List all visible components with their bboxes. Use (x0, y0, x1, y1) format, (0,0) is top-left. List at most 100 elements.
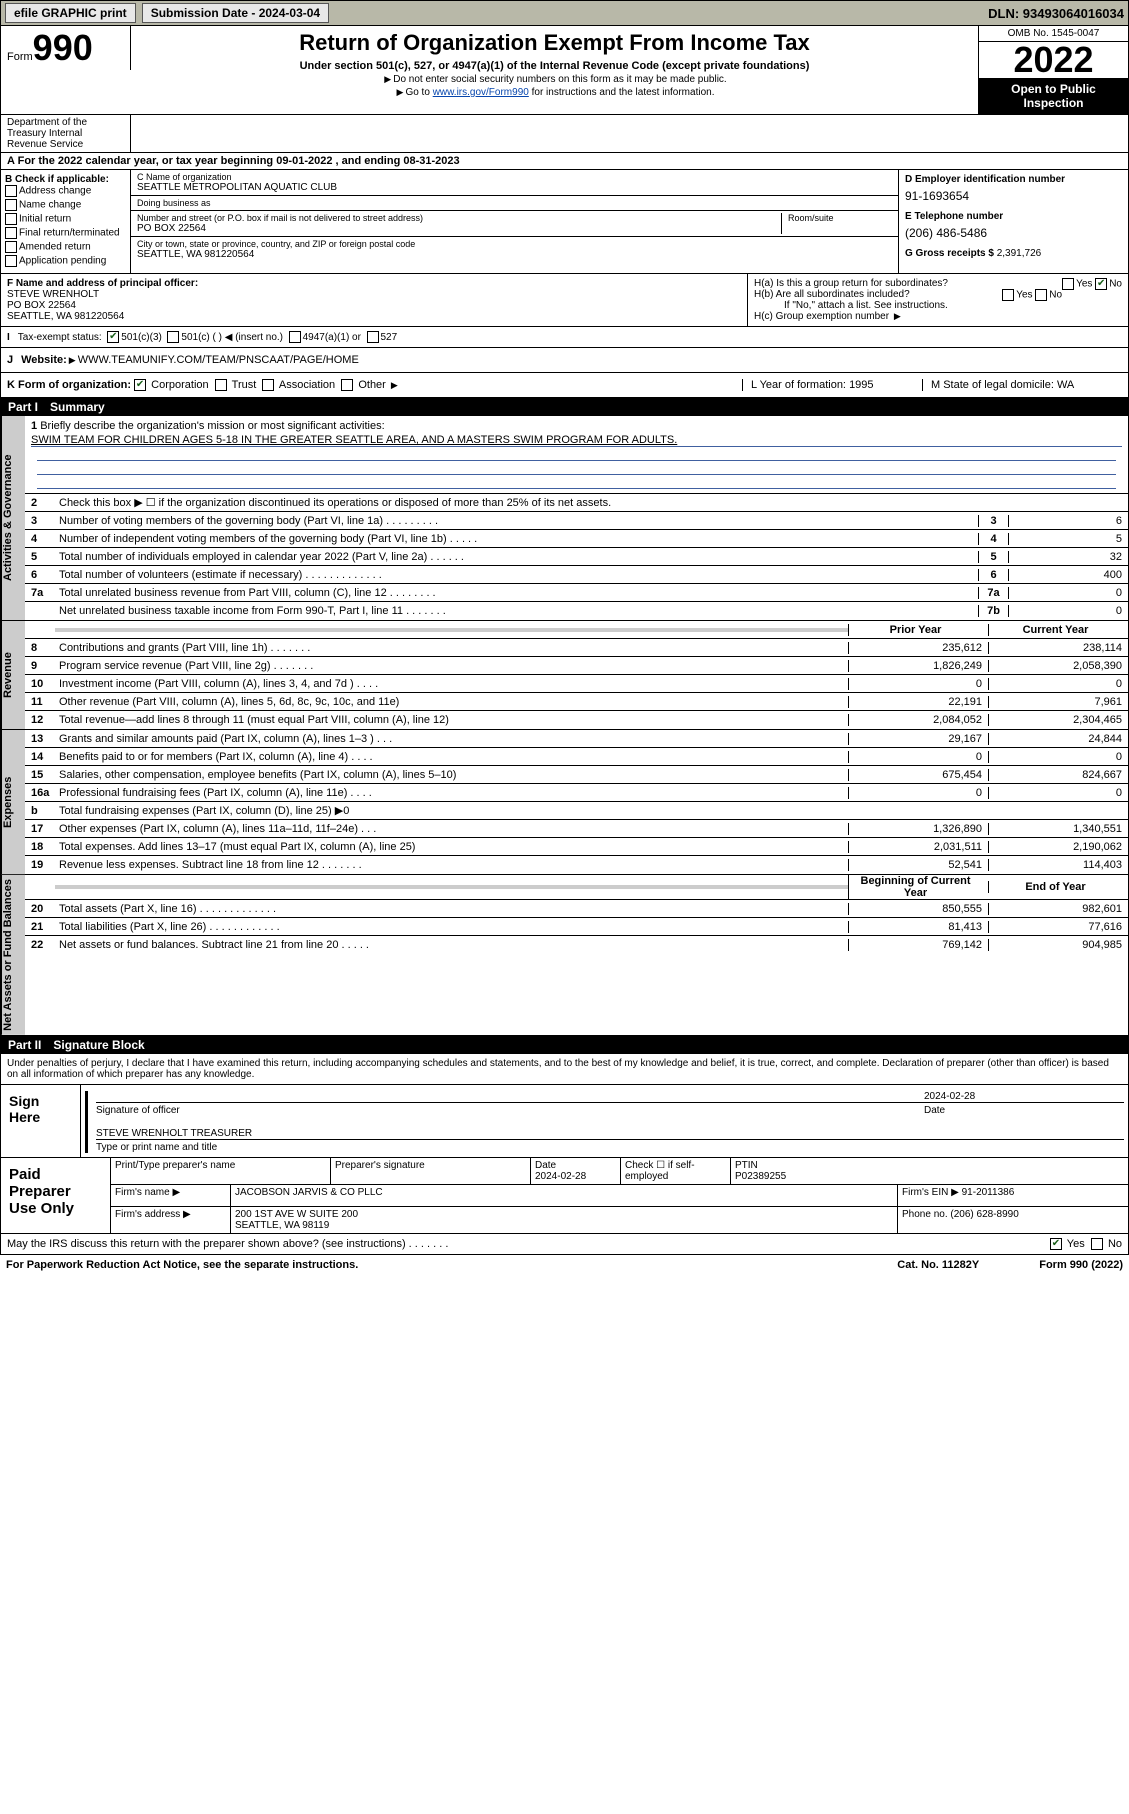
prep-check-self[interactable]: Check ☐ if self-employed (621, 1158, 731, 1184)
table-row: 8Contributions and grants (Part VIII, li… (25, 639, 1128, 657)
preparer-section: Paid Preparer Use Only Print/Type prepar… (0, 1158, 1129, 1234)
form-subtitle: Under section 501(c), 527, or 4947(a)(1)… (141, 60, 968, 72)
chk-association[interactable] (262, 379, 274, 391)
firm-addr-label: Firm's address ▶ (111, 1207, 231, 1233)
tax-year: 2022 (979, 42, 1128, 78)
firm-name: JACOBSON JARVIS & CO PLLC (231, 1185, 898, 1206)
chk-501c3[interactable] (107, 331, 119, 343)
table-row: 17Other expenses (Part IX, column (A), l… (25, 820, 1128, 838)
table-row: 12Total revenue—add lines 8 through 11 (… (25, 711, 1128, 729)
firm-addr2: SEATTLE, WA 98119 (235, 1220, 893, 1231)
efile-button[interactable]: efile GRAPHIC print (5, 3, 136, 23)
expenses-side-label: Expenses (1, 730, 25, 874)
netassets-section: Net Assets or Fund Balances Beginning of… (0, 875, 1129, 1036)
hdr-end-year: End of Year (988, 881, 1128, 893)
org-name: SEATTLE METROPOLITAN AQUATIC CLUB (137, 182, 892, 193)
sig-officer-label: Signature of officer (96, 1105, 924, 1116)
dept-row: Department of the Treasury Internal Reve… (0, 115, 1129, 153)
chk-527[interactable] (367, 331, 379, 343)
hdr-prior-year: Prior Year (848, 624, 988, 636)
sign-here-row: Sign Here 2024-02-28 Signature of office… (0, 1085, 1129, 1158)
governance-line: Net unrelated business taxable income fr… (25, 602, 1128, 620)
form-number: 990 (33, 27, 93, 68)
phone-value: (206) 486-5486 (905, 226, 1122, 240)
section-klm: K Form of organization: Corporation Trus… (0, 373, 1129, 398)
section-i: I Tax-exempt status: 501(c)(3) 501(c) ( … (0, 327, 1129, 348)
website-label: Website: (21, 354, 67, 366)
part1-label: Part I (8, 400, 38, 414)
name-title-label: Type or print name and title (96, 1142, 1124, 1153)
irs-link[interactable]: www.irs.gov/Form990 (433, 87, 529, 98)
ein-value: 91-1693654 (905, 189, 1122, 203)
tax-year-text: For the 2022 calendar year, or tax year … (18, 155, 460, 167)
firm-ein-label: Firm's EIN ▶ (902, 1187, 959, 1198)
hb-note: If "No," attach a list. See instructions… (754, 300, 1122, 311)
governance-side-label: Activities & Governance (1, 416, 25, 620)
prep-ptin: P02389255 (735, 1171, 786, 1182)
note-goto-prefix: Go to (405, 87, 432, 98)
governance-line: 6Total number of volunteers (estimate if… (25, 566, 1128, 584)
chk-trust[interactable] (215, 379, 227, 391)
k-label: K Form of organization: (7, 379, 131, 391)
chk-amended-return[interactable]: Amended return (5, 241, 126, 253)
l-value: 1995 (849, 379, 873, 391)
mission-prompt: Briefly describe the organization's miss… (40, 420, 384, 432)
prep-col-ptin: PTIN (735, 1160, 758, 1171)
revenue-section: Revenue Prior Year Current Year 8Contrib… (0, 621, 1129, 730)
line2-desc: Check this box ▶ ☐ if the organization d… (55, 494, 1128, 511)
chk-application-pending[interactable]: Application pending (5, 255, 126, 267)
governance-line: 4Number of independent voting members of… (25, 530, 1128, 548)
table-row: 14Benefits paid to or for members (Part … (25, 748, 1128, 766)
table-row: bTotal fundraising expenses (Part IX, co… (25, 802, 1128, 820)
chk-4947[interactable] (289, 331, 301, 343)
chk-initial-return[interactable]: Initial return (5, 213, 126, 225)
d-label: D Employer identification number (905, 174, 1122, 185)
form-prefix: Form (7, 51, 33, 63)
form-title: Return of Organization Exempt From Incom… (141, 30, 968, 56)
prep-col-date: Date (535, 1160, 556, 1171)
prep-date: 2024-02-28 (535, 1171, 586, 1182)
m-value: WA (1057, 379, 1074, 391)
table-row: 21Total liabilities (Part X, line 26) . … (25, 918, 1128, 936)
chk-address-change[interactable]: Address change (5, 185, 126, 197)
discuss-yes[interactable] (1050, 1238, 1062, 1250)
col-de: D Employer identification number 91-1693… (898, 170, 1128, 273)
officer-name: STEVE WRENHOLT (7, 289, 741, 300)
section-fh: F Name and address of principal officer:… (0, 274, 1129, 327)
chk-other[interactable] (341, 379, 353, 391)
col-b: B Check if applicable: Address change Na… (1, 170, 131, 273)
footer-row: For Paperwork Reduction Act Notice, see … (0, 1255, 1129, 1275)
cat-no: Cat. No. 11282Y (897, 1259, 979, 1271)
chk-final-return[interactable]: Final return/terminated (5, 227, 126, 239)
firm-phone-label: Phone no. (902, 1209, 948, 1220)
e-label: E Telephone number (905, 211, 1122, 222)
line-a: A For the 2022 calendar year, or tax yea… (0, 153, 1129, 170)
sign-here-label: Sign Here (1, 1085, 81, 1157)
sig-date-label: Date (924, 1105, 1124, 1116)
firm-name-label: Firm's name ▶ (111, 1185, 231, 1206)
officer-addr1: PO BOX 22564 (7, 300, 741, 311)
g-label: G Gross receipts $ (905, 248, 994, 259)
addr-value: PO BOX 22564 (137, 223, 775, 234)
city-value: SEATTLE, WA 981220564 (137, 249, 892, 260)
officer-addr2: SEATTLE, WA 981220564 (7, 311, 741, 322)
hdr-begin-year: Beginning of Current Year (848, 875, 988, 899)
m-label: M State of legal domicile: (931, 379, 1054, 391)
submission-date-button[interactable]: Submission Date - 2024-03-04 (142, 3, 329, 23)
addr-label: Number and street (or P.O. box if mail i… (137, 213, 775, 223)
chk-corporation[interactable] (134, 379, 146, 391)
part2-label: Part II (8, 1038, 41, 1052)
table-row: 20Total assets (Part X, line 16) . . . .… (25, 900, 1128, 918)
room-label: Room/suite (788, 213, 892, 223)
part2-title: Signature Block (53, 1038, 144, 1052)
table-row: 13Grants and similar amounts paid (Part … (25, 730, 1128, 748)
table-row: 19Revenue less expenses. Subtract line 1… (25, 856, 1128, 874)
part1-header: Part I Summary (0, 398, 1129, 416)
ha-label: H(a) Is this a group return for subordin… (754, 278, 948, 289)
hc-label: H(c) Group exemption number (754, 311, 889, 322)
chk-501c[interactable] (167, 331, 179, 343)
chk-name-change[interactable]: Name change (5, 199, 126, 211)
hb-label: H(b) Are all subordinates included? (754, 289, 910, 300)
discuss-no[interactable] (1091, 1238, 1103, 1250)
dln-label: DLN: 93493064016034 (988, 6, 1124, 21)
